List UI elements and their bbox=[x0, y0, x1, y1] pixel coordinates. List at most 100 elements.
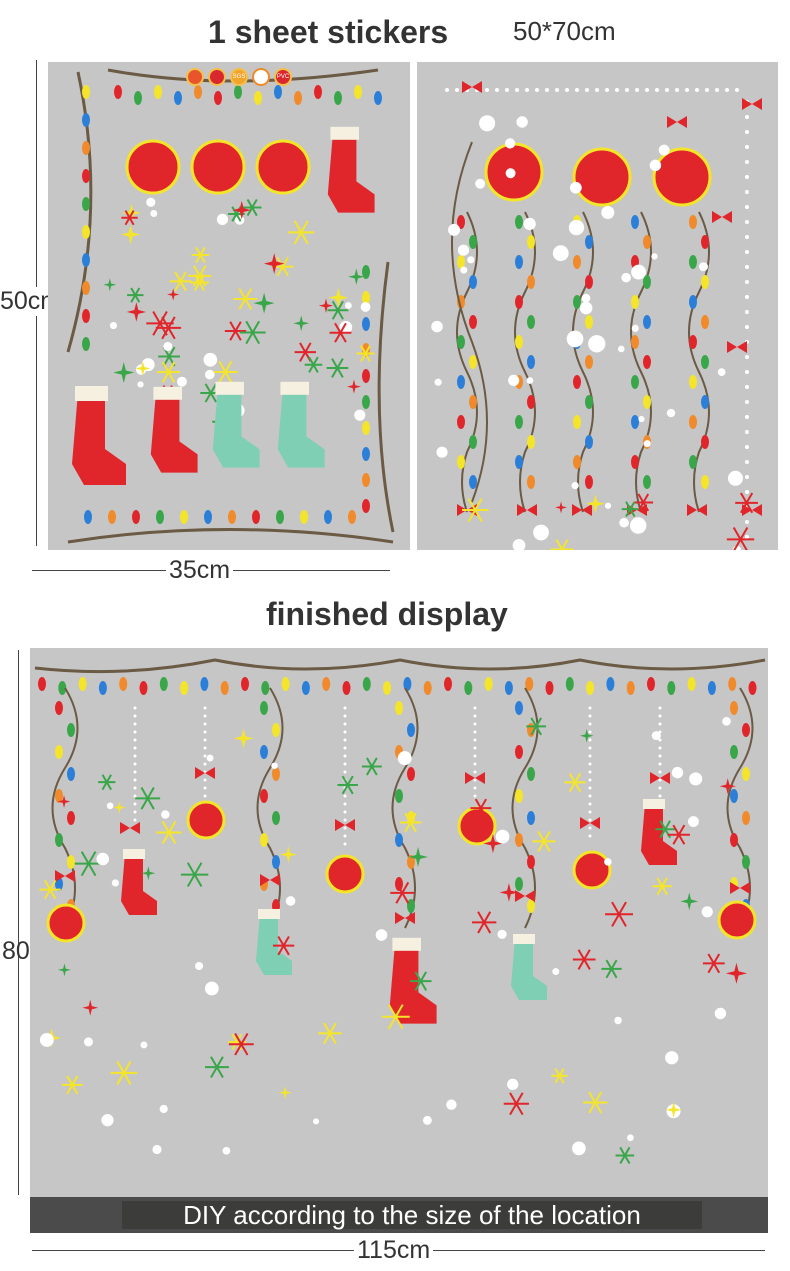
snow-dot-icon bbox=[508, 374, 520, 386]
snow-dot-icon bbox=[133, 802, 137, 806]
snow-dot-icon bbox=[163, 341, 173, 351]
light-bulb-icon bbox=[194, 85, 202, 99]
snow-dot-icon bbox=[614, 1016, 622, 1025]
snow-dot-icon bbox=[343, 810, 347, 814]
stocking-cuff bbox=[513, 934, 535, 944]
snow-dot-icon bbox=[569, 181, 582, 194]
snow-dot-icon bbox=[625, 88, 629, 92]
snow-dot-icon bbox=[585, 88, 589, 92]
snowflake-icon bbox=[180, 862, 209, 887]
bow-icon bbox=[742, 504, 762, 516]
snow-dot-icon bbox=[588, 762, 592, 766]
snow-dot-icon bbox=[689, 772, 703, 786]
snow-dot-icon bbox=[473, 714, 477, 718]
snowflake-icon bbox=[526, 717, 547, 736]
light-bulb-icon bbox=[82, 141, 90, 155]
snow-dot-icon bbox=[604, 858, 612, 866]
snow-dot-icon bbox=[555, 88, 559, 92]
snow-dot-icon bbox=[343, 722, 347, 726]
display-art bbox=[34, 658, 766, 1165]
snowflake-icon bbox=[191, 246, 210, 264]
snow-dot-icon bbox=[621, 272, 631, 283]
bow-icon bbox=[742, 98, 762, 110]
snow-dot-icon bbox=[146, 197, 156, 207]
light-bulb-icon bbox=[643, 315, 651, 329]
star-icon bbox=[232, 200, 252, 220]
snow-dot-icon bbox=[203, 730, 207, 734]
star-icon bbox=[263, 253, 285, 275]
light-bulb-icon bbox=[241, 677, 249, 691]
snow-dot-icon bbox=[133, 730, 137, 734]
light-bulb-icon bbox=[362, 291, 370, 305]
bow-icon bbox=[55, 870, 75, 882]
light-bulb-icon bbox=[689, 215, 697, 229]
star-icon bbox=[120, 224, 141, 245]
snow-dot-icon bbox=[203, 722, 207, 726]
light-bulb-icon bbox=[730, 789, 738, 803]
stocking-cuff bbox=[280, 381, 309, 395]
snowflake-icon bbox=[158, 346, 181, 367]
light-bulb-icon bbox=[730, 745, 738, 759]
snow-dot-icon bbox=[343, 746, 347, 750]
snow-dot-icon bbox=[745, 310, 749, 314]
snow-dot-icon bbox=[631, 324, 639, 332]
ornament-ball-icon bbox=[652, 147, 712, 207]
light-bulb-icon bbox=[82, 281, 90, 295]
snow-dot-icon bbox=[675, 88, 679, 92]
snow-dot-icon bbox=[446, 1099, 457, 1110]
light-bulb-icon bbox=[114, 85, 122, 99]
snow-dot-icon bbox=[133, 746, 137, 750]
snow-dot-icon bbox=[745, 280, 749, 284]
snow-dot-icon bbox=[203, 778, 207, 782]
light-bulb-icon bbox=[362, 447, 370, 461]
bow-icon bbox=[335, 819, 355, 831]
snow-dot-icon bbox=[588, 722, 592, 726]
light-bulb-icon bbox=[643, 355, 651, 369]
star-icon bbox=[555, 501, 568, 514]
light-bulb-icon bbox=[281, 677, 290, 691]
snowflake-icon bbox=[550, 539, 574, 550]
light-bulb-icon bbox=[67, 855, 75, 869]
snowflake-icon bbox=[337, 775, 358, 795]
light-bulb-icon bbox=[132, 510, 140, 524]
display-title: finished display bbox=[266, 596, 508, 632]
bow-icon bbox=[580, 817, 600, 829]
snow-dot-icon bbox=[638, 415, 645, 423]
light-bulb-icon bbox=[457, 455, 465, 469]
display-width-label: 115cm bbox=[354, 1236, 434, 1265]
snowflake-icon bbox=[735, 492, 758, 514]
light-bulb-icon bbox=[324, 510, 332, 524]
ornament-ball-icon bbox=[46, 903, 86, 943]
star-icon bbox=[318, 298, 334, 313]
snow-dot-icon bbox=[658, 144, 670, 156]
snow-dot-icon bbox=[595, 88, 599, 92]
snow-dot-icon bbox=[566, 330, 584, 348]
star-icon bbox=[585, 494, 605, 514]
snow-dot-icon bbox=[473, 738, 477, 742]
snowflake-icon bbox=[61, 1075, 83, 1095]
snow-dot-icon bbox=[705, 88, 709, 92]
ornament-ball-icon bbox=[572, 147, 632, 207]
light-bulb-icon bbox=[586, 681, 595, 695]
light-bulb-icon bbox=[527, 435, 535, 449]
light-bulb-icon bbox=[55, 833, 63, 847]
snow-dot-icon bbox=[588, 746, 592, 750]
snow-dot-icon bbox=[581, 293, 591, 303]
ornament-ball-icon bbox=[255, 139, 311, 195]
light-bulb-icon bbox=[301, 681, 310, 695]
stocking-icon bbox=[327, 132, 375, 213]
snowflake-icon bbox=[304, 356, 323, 373]
snow-dot-icon bbox=[431, 320, 443, 333]
star-icon bbox=[57, 963, 71, 977]
light-bulb-icon bbox=[220, 681, 229, 695]
snow-dot-icon bbox=[745, 460, 749, 464]
snow-dot-icon bbox=[495, 829, 510, 844]
star-icon bbox=[725, 962, 748, 984]
snowflake-icon bbox=[294, 342, 317, 362]
light-bulb-icon bbox=[98, 681, 107, 695]
snow-dot-icon bbox=[473, 706, 477, 710]
light-bulb-icon bbox=[527, 767, 535, 781]
snowflake-icon bbox=[572, 949, 596, 970]
light-bulb-icon bbox=[701, 275, 709, 289]
snow-dot-icon bbox=[658, 746, 662, 750]
